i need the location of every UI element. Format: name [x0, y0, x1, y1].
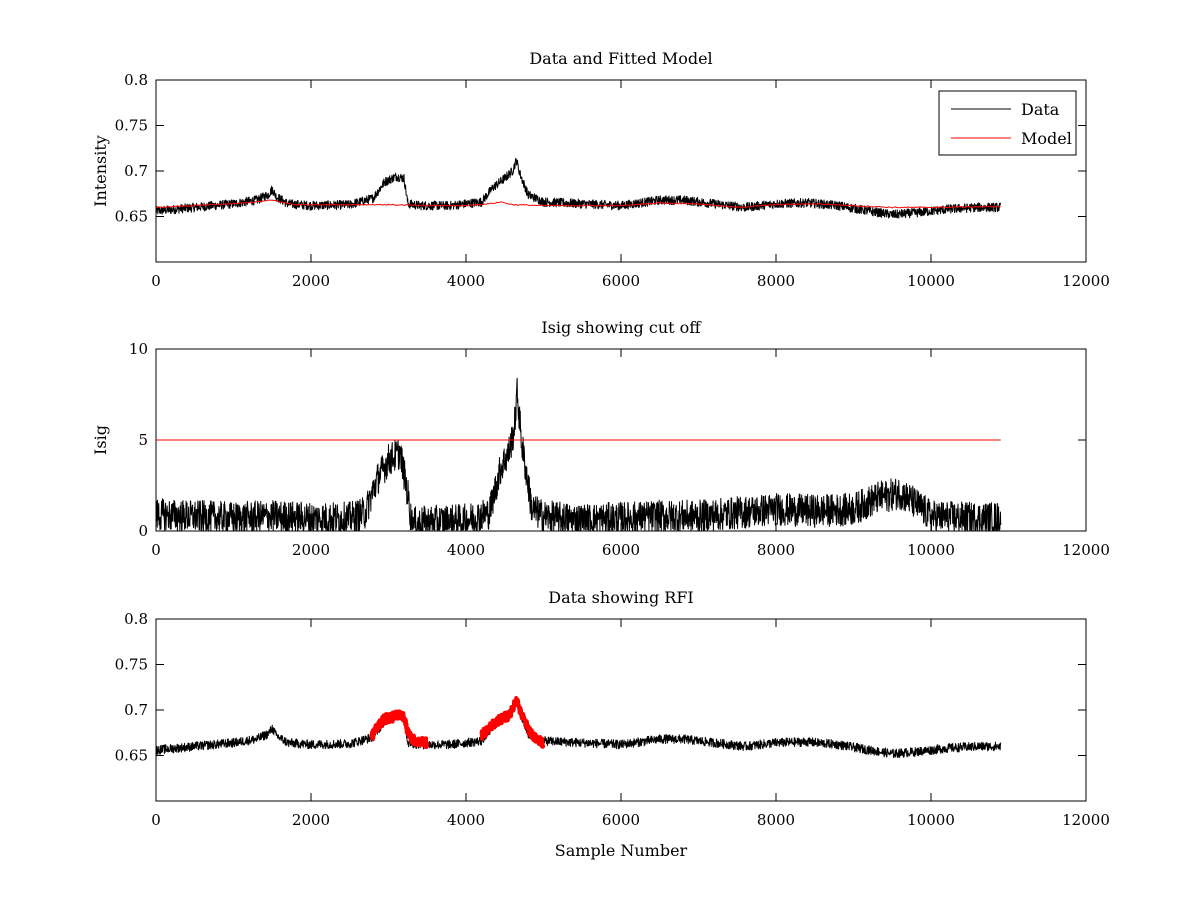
x-tick-label: 0 — [151, 272, 161, 290]
series-line-black-0 — [156, 696, 1002, 759]
chart-title: Isig showing cut off — [541, 318, 702, 337]
x-tick-label: 0 — [151, 541, 161, 559]
legend-entry: Model — [1021, 129, 1072, 148]
y-axis-label: Intensity — [91, 135, 110, 207]
y-tick-label: 0.7 — [124, 701, 148, 719]
legend: Data Model — [938, 90, 1077, 156]
x-tick-label: 8000 — [757, 272, 795, 290]
x-tick-label: 10000 — [907, 541, 955, 559]
x-tick-label: 4000 — [447, 541, 485, 559]
x-tick-label: 12000 — [1062, 811, 1110, 829]
x-tick-label: 8000 — [757, 541, 795, 559]
chart-title: Data showing RFI — [548, 588, 693, 607]
y-tick-label: 0.75 — [115, 117, 148, 135]
x-tick-label: 12000 — [1062, 272, 1110, 290]
y-tick-label: 0.75 — [115, 656, 148, 674]
series-line-data — [156, 157, 1001, 219]
x-tick-label: 6000 — [602, 272, 640, 290]
panel-1: Data and Fitted Model 0 2000 4000 6000 8000 10… — [91, 49, 1110, 290]
x-tick-label: 4000 — [447, 811, 485, 829]
x-tick-label: 10000 — [907, 811, 955, 829]
x-tick-label: 4000 — [447, 272, 485, 290]
chart-title: Data and Fitted Model — [529, 49, 712, 68]
series-line-red-2 — [479, 696, 546, 749]
axes-box — [155, 618, 1087, 802]
y-tick-label: 0.7 — [124, 162, 148, 180]
series-line-black-0 — [156, 377, 1002, 531]
y-tick-label: 5 — [138, 431, 148, 449]
x-tick-label: 2000 — [292, 272, 330, 290]
x-tick-label: 2000 — [292, 541, 330, 559]
x-axis-label: Sample Number — [555, 841, 688, 860]
x-tick-label: 6000 — [602, 811, 640, 829]
y-tick-label: 0.65 — [115, 747, 148, 765]
y-tick-label: 0.8 — [124, 71, 148, 89]
x-tick-label: 2000 — [292, 811, 330, 829]
series-line-red-1 — [369, 709, 430, 750]
legend-entry: Data — [1021, 100, 1060, 119]
x-tick-label: 12000 — [1062, 541, 1110, 559]
x-tick-label: 10000 — [907, 272, 955, 290]
x-tick-label: 0 — [151, 811, 161, 829]
y-tick-label: 0.8 — [124, 610, 148, 628]
y-tick-label: 0 — [138, 522, 148, 540]
y-tick-label: 0.65 — [115, 208, 148, 226]
panel-3: Data showing RFI 0 2000 4000 6000 8000 10000 12… — [115, 588, 1110, 860]
x-tick-label: 8000 — [757, 811, 795, 829]
y-tick-label: 10 — [129, 340, 148, 358]
series-line-model — [156, 199, 1001, 209]
x-tick-label: 6000 — [602, 541, 640, 559]
y-axis-label: Isig — [91, 425, 110, 455]
legend-box — [938, 90, 1077, 156]
